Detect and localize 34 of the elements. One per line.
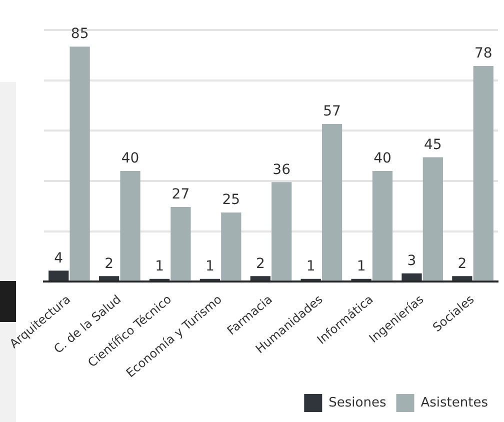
- data-label: 1: [155, 258, 164, 275]
- data-label: 2: [104, 256, 114, 272]
- data-label: 85: [70, 26, 89, 42]
- data-label: 2: [458, 256, 467, 272]
- bar: [372, 171, 393, 281]
- data-label: 40: [374, 150, 392, 167]
- bar: [120, 171, 140, 281]
- data-label: 78: [474, 46, 492, 62]
- data-label: 45: [424, 136, 442, 153]
- bar: [70, 46, 90, 281]
- bar: [452, 276, 472, 281]
- bar: [170, 207, 191, 281]
- data-label: 2: [256, 256, 265, 272]
- bar: [48, 270, 69, 281]
- data-label: 1: [306, 258, 316, 275]
- data-label: 40: [121, 150, 140, 167]
- data-label: 36: [272, 162, 291, 178]
- bar: [272, 182, 292, 281]
- legend-label: Sesiones: [328, 395, 386, 410]
- data-label: 1: [206, 258, 214, 275]
- legend-label: Asistentes: [420, 395, 488, 410]
- data-label: 25: [222, 192, 240, 208]
- bar: [99, 276, 120, 281]
- data-label: 57: [323, 104, 341, 120]
- bar: [473, 66, 494, 281]
- data-label: 3: [407, 253, 416, 270]
- bar: [250, 276, 270, 281]
- data-label: 4: [54, 250, 64, 266]
- data-label: 1: [356, 258, 366, 275]
- bar: [322, 124, 342, 281]
- data-label: 27: [172, 186, 190, 203]
- bar: [402, 273, 422, 281]
- bar: [422, 157, 443, 281]
- bar: [221, 212, 242, 281]
